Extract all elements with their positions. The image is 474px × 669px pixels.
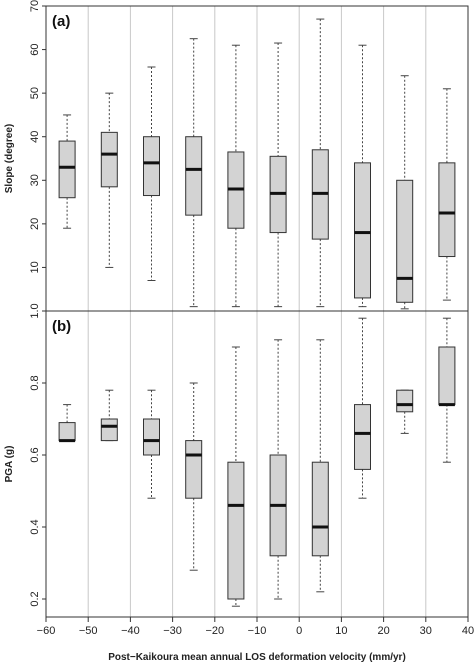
x-tick-label: −20 (205, 625, 224, 637)
box-b-5 (269, 339, 287, 600)
iqr-box (58, 422, 76, 442)
x-tick-label: −60 (37, 625, 56, 637)
box-a-0 (58, 114, 76, 229)
iqr-box (396, 179, 414, 303)
y-tick-label-a: 50 (29, 87, 41, 99)
x-tick-label: 0 (296, 625, 302, 637)
y-tick-label-b: 0.4 (29, 519, 41, 534)
panel-b-pga: 0.2 0.4 0.6 0.8 1.0 PGA (g) (b) (4, 303, 469, 618)
y-tick-label-a: 10 (29, 261, 41, 273)
x-tick-label: 40 (462, 625, 474, 637)
y-tick-label-b: 1.0 (29, 303, 41, 318)
x-tick-label: −50 (79, 625, 98, 637)
y-tick-label-a: 60 (29, 43, 41, 55)
x-tick-label: 30 (420, 625, 432, 637)
y-tick-label-a: 70 (29, 0, 41, 12)
box-b-6 (311, 339, 329, 593)
y-tick-label-b: 0.8 (29, 375, 41, 390)
iqr-box (58, 140, 76, 199)
y-axis-title-a: Slope (degree) (4, 124, 15, 193)
iqr-box (185, 136, 203, 216)
y-tick-label-a: 20 (29, 218, 41, 230)
iqr-box (143, 136, 160, 197)
x-axis-title: Post−Kaikoura mean annual LOS deformatio… (108, 652, 406, 663)
iqr-box (227, 461, 245, 600)
iqr-box (396, 389, 414, 413)
y-tick-label-a: 30 (29, 174, 41, 186)
box-b-1 (100, 389, 118, 442)
box-b-4 (227, 346, 245, 607)
box-b-9 (438, 317, 456, 463)
box-a-8 (396, 75, 414, 310)
box-a-3 (185, 38, 203, 308)
x-tick-label: −10 (248, 625, 267, 637)
x-tick-label: 10 (335, 625, 347, 637)
panel-label-a: (a) (52, 13, 70, 30)
y-tick-label-a: 40 (29, 131, 41, 143)
box-a-9 (438, 88, 456, 301)
iqr-box (100, 418, 118, 442)
box-a-4 (227, 44, 245, 308)
iqr-box (438, 346, 456, 406)
box-a-5 (269, 42, 287, 308)
iqr-box (438, 162, 456, 258)
iqr-box (143, 418, 160, 456)
x-tick-label: 20 (377, 625, 389, 637)
box-b-0 (58, 404, 76, 443)
box-b-3 (185, 382, 203, 571)
iqr-box (311, 461, 329, 557)
box-a-7 (354, 44, 371, 308)
iqr-box (354, 162, 371, 299)
panel-a-slope: 10 20 30 40 50 60 70 Slope (degree) (a) (4, 0, 469, 312)
iqr-box (100, 131, 118, 188)
box-b-8 (396, 389, 414, 434)
x-axis: −60 −50 −40 −30 −20 −10 0 10 20 30 40 Post−Kaikoura… (37, 617, 474, 663)
x-tick-label: −40 (121, 625, 140, 637)
box-a-1 (100, 92, 118, 268)
y-tick-label-b: 0.6 (29, 447, 41, 462)
box-b-2 (143, 389, 160, 499)
box-b-7 (354, 317, 371, 499)
iqr-box (354, 404, 371, 470)
y-tick-label-b: 0.2 (29, 591, 41, 606)
box-a-6 (311, 18, 329, 308)
x-tick-label: −30 (163, 625, 182, 637)
box-a-2 (143, 66, 160, 281)
iqr-box (185, 440, 203, 499)
y-axis-title-b: PGA (g) (4, 446, 15, 483)
panel-label-b: (b) (52, 318, 71, 335)
